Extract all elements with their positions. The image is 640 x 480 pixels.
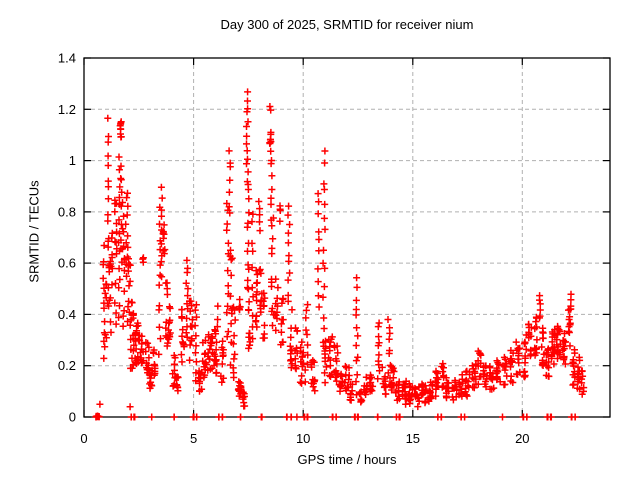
y-tick-label: 1.2: [58, 102, 76, 117]
y-tick-label: 0.6: [58, 256, 76, 271]
y-axis-label: SRMTID / TECUs: [26, 180, 42, 283]
scatter-points: [92, 88, 588, 421]
chart-title: Day 300 of 2025, SRMTID for receiver niu…: [220, 17, 474, 32]
y-tick-label: 0.2: [58, 358, 76, 373]
y-tick-label: 1.4: [58, 51, 76, 66]
x-tick-label: 10: [296, 431, 310, 446]
y-tick-label: 1: [69, 153, 76, 168]
y-tick-label: 0.4: [58, 307, 76, 322]
x-tick-label: 0: [80, 431, 87, 446]
x-axis-label: GPS time / hours: [297, 452, 397, 467]
x-tick-label: 5: [190, 431, 197, 446]
x-tick-label: 15: [406, 431, 420, 446]
y-tick-label: 0.8: [58, 204, 76, 219]
plot-border: [83, 57, 611, 418]
x-tick-label: 20: [515, 431, 529, 446]
y-tick-label: 0: [69, 410, 76, 425]
